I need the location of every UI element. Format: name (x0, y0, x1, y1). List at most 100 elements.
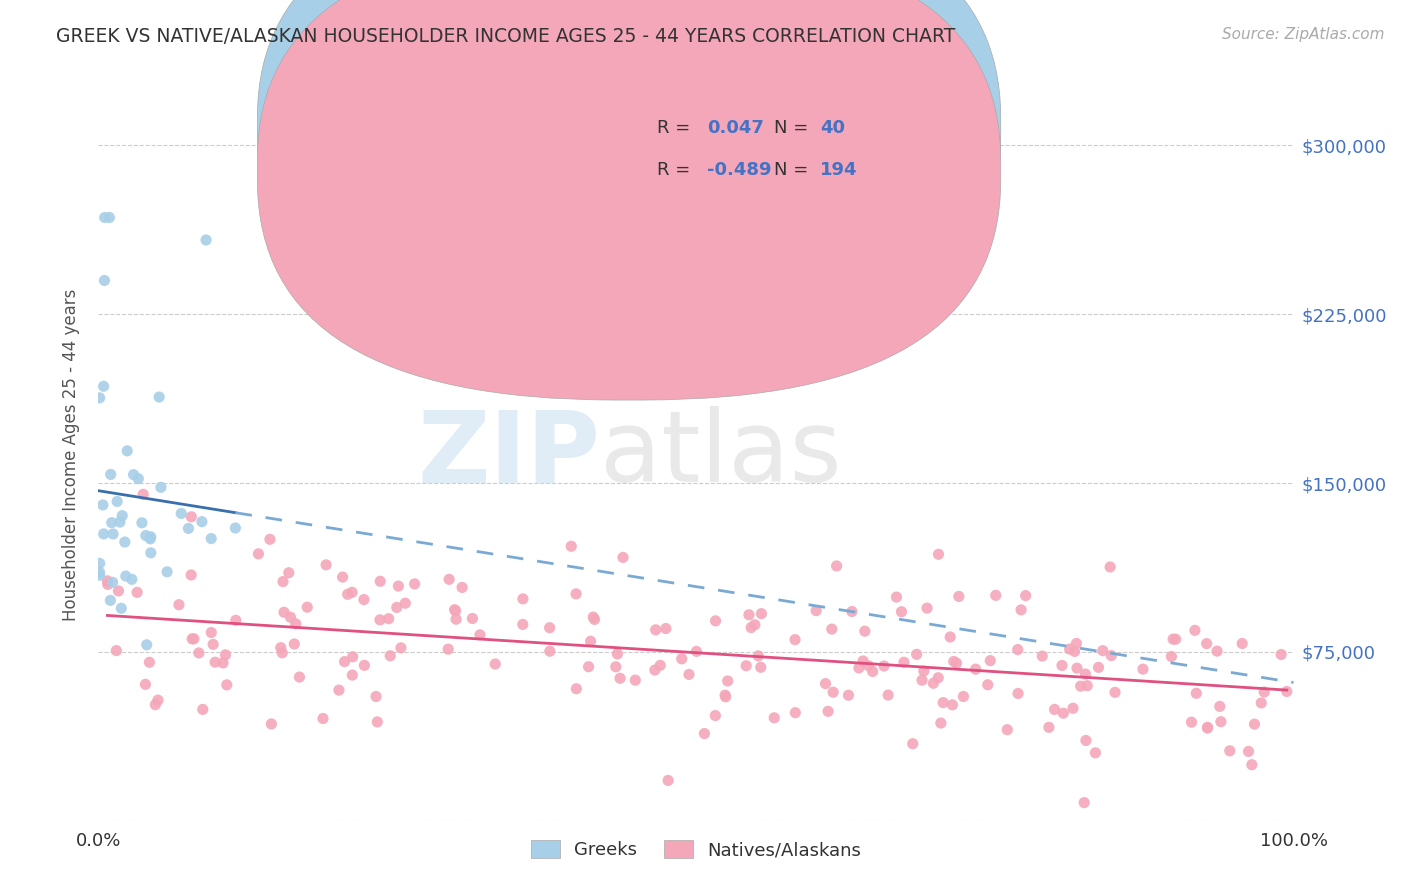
Point (873, 659, 896, 673)
Point (191, 702, 214, 716)
Text: 40: 40 (820, 119, 845, 136)
Point (749, 660, 772, 674)
Point (1185, 686, 1208, 700)
Point (1062, 701, 1084, 715)
Point (98, 211, 121, 225)
Point (200, 625, 222, 640)
Text: 0.047: 0.047 (707, 119, 763, 136)
Point (461, 611, 484, 625)
Point (1052, 706, 1074, 721)
Point (1232, 636, 1254, 650)
Point (288, 670, 311, 684)
Point (114, 535, 136, 549)
Point (605, 660, 627, 674)
Point (927, 671, 949, 685)
Point (929, 716, 952, 731)
Point (624, 673, 647, 687)
Point (751, 607, 773, 621)
Point (387, 579, 409, 593)
Point (644, 663, 666, 677)
Point (565, 681, 588, 696)
Point (1275, 684, 1298, 698)
Point (1104, 685, 1126, 699)
Point (763, 711, 786, 725)
Point (512, 617, 534, 632)
Point (93, 379, 115, 393)
Point (404, 577, 426, 591)
Point (177, 521, 200, 535)
Point (671, 652, 693, 666)
Point (977, 678, 1000, 692)
Point (1091, 643, 1114, 657)
Point (443, 603, 465, 617)
Point (271, 646, 294, 660)
Point (180, 568, 202, 582)
Point (353, 658, 375, 673)
Point (138, 655, 160, 669)
Point (579, 634, 602, 648)
Point (468, 628, 491, 642)
Point (135, 528, 157, 542)
Point (905, 648, 928, 662)
Point (93, 273, 115, 287)
Point (122, 467, 145, 482)
Point (1074, 733, 1097, 747)
Point (823, 685, 845, 699)
Text: -0.489: -0.489 (707, 161, 772, 179)
Point (167, 598, 190, 612)
Point (97, 577, 120, 591)
Point (283, 637, 305, 651)
Point (340, 585, 363, 599)
Point (107, 583, 129, 598)
Point (717, 673, 740, 688)
Point (1043, 702, 1066, 716)
Point (139, 546, 162, 560)
Point (437, 572, 460, 586)
Point (100, 516, 122, 530)
Point (606, 647, 628, 661)
Point (817, 704, 839, 718)
Point (1070, 679, 1092, 693)
Point (939, 630, 962, 644)
Point (328, 683, 350, 698)
Point (912, 664, 935, 678)
Point (89, 391, 111, 405)
Text: R =: R = (657, 119, 690, 136)
Point (444, 612, 467, 626)
Point (183, 632, 205, 646)
Point (704, 614, 727, 628)
Point (1184, 624, 1206, 638)
Point (747, 648, 769, 663)
Point (280, 610, 302, 624)
Point (108, 515, 131, 529)
Point (336, 587, 359, 601)
Point (821, 622, 844, 636)
Point (368, 613, 391, 627)
Point (1164, 632, 1187, 647)
Point (297, 600, 319, 615)
Point (385, 600, 408, 615)
Point (132, 487, 155, 501)
Point (785, 706, 807, 720)
Point (139, 530, 162, 544)
Point (862, 665, 884, 679)
Point (273, 605, 295, 619)
Point (1197, 721, 1219, 735)
Point (377, 612, 399, 626)
Point (995, 723, 1018, 737)
Point (612, 550, 634, 565)
Point (512, 591, 534, 606)
Point (538, 644, 561, 658)
Point (893, 655, 915, 669)
Point (1209, 699, 1232, 714)
Text: R =: R = (657, 161, 690, 179)
Point (212, 656, 235, 670)
Point (852, 654, 875, 668)
Point (804, 604, 827, 618)
Point (952, 690, 974, 704)
Point (1195, 637, 1218, 651)
Point (783, 632, 806, 647)
Point (1206, 644, 1229, 658)
FancyBboxPatch shape (589, 103, 852, 218)
Point (1076, 679, 1098, 693)
